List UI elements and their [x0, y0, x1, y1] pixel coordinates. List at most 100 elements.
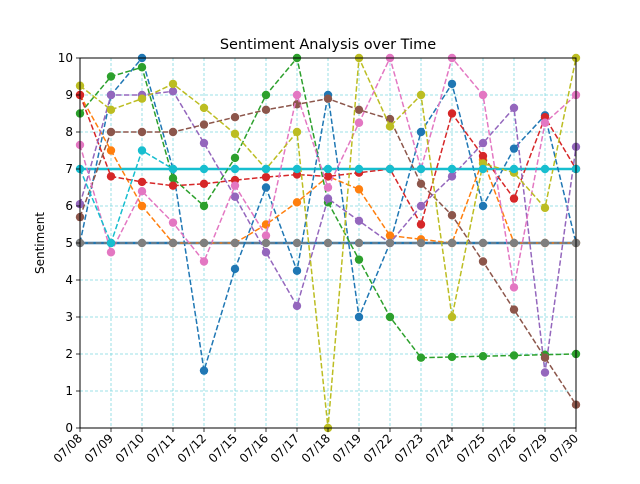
data-point: [323, 238, 333, 248]
data-point: [385, 122, 395, 131]
data-point: [137, 146, 147, 155]
data-point: [292, 266, 302, 275]
data-point: [447, 238, 457, 248]
data-point: [168, 127, 178, 137]
data-point: [199, 120, 209, 129]
data-point: [416, 164, 426, 174]
y-tick-label: 10: [58, 51, 73, 65]
data-point: [292, 90, 302, 100]
data-point: [137, 127, 147, 137]
data-point: [137, 201, 147, 211]
data-point: [478, 164, 488, 174]
data-point: [478, 90, 488, 100]
series-3: [75, 53, 581, 362]
data-point: [106, 172, 116, 181]
data-point: [540, 353, 550, 362]
data-point: [168, 238, 178, 248]
data-point: [509, 238, 519, 248]
data-point: [354, 216, 364, 225]
data-point: [199, 138, 209, 148]
data-point: [230, 264, 240, 274]
data-point: [416, 127, 426, 137]
y-tick-label: 0: [65, 421, 73, 435]
data-point: [416, 201, 426, 211]
y-axis-label: Sentiment: [33, 212, 47, 274]
data-point: [509, 305, 519, 314]
y-tick-label: 5: [65, 236, 73, 250]
data-point: [416, 179, 426, 188]
data-point: [540, 118, 550, 127]
data-point: [230, 129, 240, 139]
data-point: [478, 138, 488, 148]
data-point: [540, 203, 550, 213]
data-point: [230, 181, 240, 190]
data-point: [416, 238, 426, 248]
data-point: [416, 353, 426, 362]
data-point: [137, 187, 147, 196]
data-point: [168, 87, 178, 96]
y-tick-label: 7: [65, 162, 73, 176]
data-point: [168, 218, 178, 227]
data-point: [261, 238, 271, 248]
y-tick-label: 2: [65, 347, 73, 361]
y-tick-label: 4: [65, 273, 73, 287]
data-point: [478, 352, 488, 361]
data-point: [261, 231, 271, 240]
data-point: [385, 231, 395, 240]
data-point: [447, 352, 457, 362]
data-point: [168, 164, 178, 174]
y-tick-label: 1: [65, 384, 73, 398]
data-point: [292, 301, 302, 311]
data-point: [354, 255, 364, 264]
data-point: [261, 105, 271, 115]
data-point: [323, 194, 333, 203]
data-point: [199, 257, 209, 266]
data-point: [323, 172, 333, 181]
data-point: [354, 118, 364, 127]
data-point: [292, 127, 302, 137]
data-point: [106, 238, 116, 248]
data-point: [540, 368, 550, 377]
data-point: [354, 238, 364, 248]
data-point: [385, 114, 395, 124]
data-point: [478, 257, 488, 266]
data-point: [199, 179, 209, 188]
data-point: [509, 103, 519, 113]
data-point: [106, 146, 116, 155]
data-point: [509, 144, 519, 153]
data-point: [137, 177, 147, 187]
data-point: [509, 283, 519, 292]
data-point: [478, 238, 488, 248]
data-point: [106, 127, 116, 137]
data-point: [416, 90, 426, 100]
data-point: [137, 94, 147, 103]
y-tick-label: 8: [65, 125, 73, 139]
y-tick-label: 3: [65, 310, 73, 324]
data-point: [509, 351, 519, 360]
data-point: [106, 72, 116, 81]
data-point: [509, 194, 519, 203]
data-point: [416, 220, 426, 229]
data-point: [261, 183, 271, 192]
data-point: [261, 164, 271, 174]
data-point: [447, 109, 457, 118]
data-point: [137, 238, 147, 248]
series-line: [79, 90, 577, 373]
data-point: [106, 248, 116, 257]
chart-title: Sentiment Analysis over Time: [220, 37, 436, 53]
data-point: [447, 211, 457, 220]
data-point: [230, 164, 240, 174]
data-point: [199, 201, 209, 211]
data-point: [354, 312, 364, 322]
data-point: [540, 164, 550, 174]
data-point: [168, 79, 178, 89]
data-point: [230, 153, 240, 163]
data-point: [106, 90, 116, 100]
data-point: [478, 151, 488, 161]
data-point: [230, 238, 240, 248]
data-point: [385, 238, 395, 248]
data-point: [199, 366, 209, 375]
data-point: [385, 312, 395, 322]
